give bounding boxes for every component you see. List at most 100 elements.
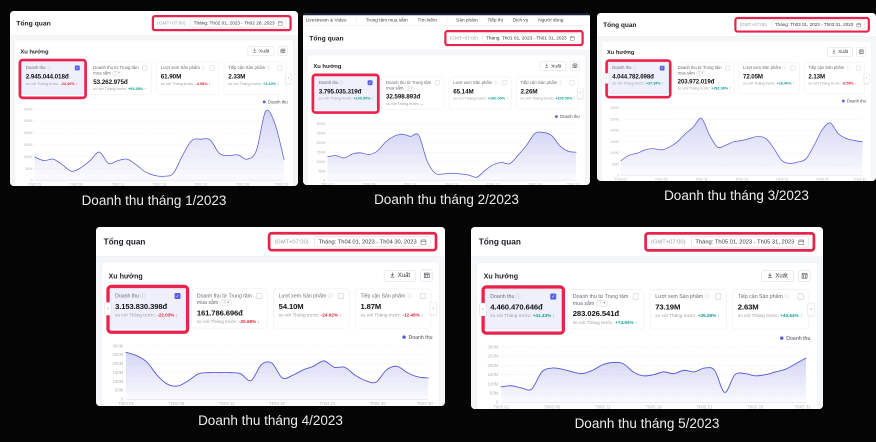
export-button[interactable]: Xuất (384, 269, 417, 282)
metric-card-trung-tam-mua-sam[interactable]: Doanh thu từ Trung tâm mua sắm ⓘ ▾ 53.26… (88, 61, 152, 95)
metric-checkbox[interactable] (338, 292, 345, 299)
delta-value: +35.28% ↑ (697, 312, 720, 319)
dropdown-pill-icon[interactable]: ⓘ ▾ (112, 70, 123, 77)
metric-card-tiep-can-san-pham[interactable]: Tiếp cận Sản phẩm ⓘ 2.13M so với Tháng t… (804, 62, 866, 95)
carousel-prev-button[interactable]: ‹ (479, 302, 487, 316)
chart-area: 300M 250M 200M 150M 100M 50M 0 Th05 01 Th05 06 Th… (484, 343, 811, 409)
info-icon: ⓘ (327, 292, 333, 299)
metric-card-tiep-can-san-pham[interactable]: Tiếp cận Sản phẩm ⓘ 2.26M so với Tháng t… (516, 76, 579, 110)
svg-text:150M: 150M (24, 143, 33, 147)
export-button[interactable]: Xuất (761, 270, 794, 282)
metric-checkbox[interactable] (659, 65, 665, 71)
header-strip (303, 13, 590, 16)
metric-checkbox[interactable] (632, 293, 639, 300)
panel-body: Xu hướng Xuất ‹ Doanh thu ⓘ (10, 35, 298, 186)
metric-checkbox[interactable] (715, 293, 722, 300)
date-range-picker[interactable]: Tháng: Th05 01, 2023 - Th05 31, 2023 (690, 236, 809, 248)
metric-checkbox[interactable] (550, 293, 557, 300)
metric-card-doanh-thu[interactable]: Doanh thu ⓘ 4.460.470.646đ so với Tháng … (481, 285, 566, 336)
delta-value: -20.68% ↓ (238, 318, 260, 325)
export-button[interactable]: Xuất (539, 61, 567, 71)
schedule-button[interactable] (277, 46, 288, 56)
metric-checkbox[interactable] (74, 65, 80, 71)
dropdown-pill-icon[interactable]: ⓘ ▾ (219, 299, 232, 307)
schedule-button[interactable] (420, 269, 433, 282)
metric-checkbox[interactable] (569, 80, 575, 86)
metric-card-luot-xem-san-pham[interactable]: Lượt xem Sản phẩm ⓘ 73.19M so với Tháng … (649, 289, 727, 330)
svg-text:50M: 50M (612, 162, 619, 166)
schedule-button[interactable] (856, 47, 866, 57)
metric-checkbox[interactable] (142, 65, 148, 71)
schedule-button[interactable] (569, 60, 580, 71)
svg-text:Th05 31: Th05 31 (795, 405, 811, 409)
metric-card-doanh-thu[interactable]: Doanh thu ⓘ 3.153.830.398đ so với Tháng … (106, 284, 190, 335)
export-button[interactable]: Xuất (247, 46, 275, 56)
download-icon (390, 272, 395, 279)
metric-cards-row: ‹ Doanh thu ⓘ 4.460.470.646đ so với Thán… (479, 285, 815, 336)
metric-card-doanh-thu[interactable]: Doanh thu ⓘ 4.044.782.698đ so với Tháng … (605, 59, 672, 99)
nav-item[interactable]: Sản phẩm (446, 17, 478, 23)
carousel-next-button[interactable]: › (863, 72, 870, 84)
carousel-prev-button[interactable]: ‹ (104, 302, 112, 316)
metric-checkbox[interactable] (367, 80, 373, 86)
carousel-next-button[interactable]: › (285, 72, 292, 84)
metric-checkbox[interactable] (434, 80, 440, 86)
metric-title: Lượt xem Sản phẩm (453, 80, 493, 86)
metric-card-trung-tam-mua-sam[interactable]: Doanh thu từ Trung tâm mua sắm ⓘ ▾ 203.9… (673, 62, 735, 95)
nav-item[interactable]: Dịch vụ (512, 17, 529, 23)
export-button[interactable]: Xuất (827, 47, 853, 57)
metric-card-luot-xem-san-pham[interactable]: Lượt xem Sản phẩm ⓘ 72.05M so với Tháng … (738, 62, 800, 95)
metric-card-luot-xem-san-pham[interactable]: Lượt xem Sản phẩm ⓘ 61.90M so với Tháng … (156, 61, 220, 95)
nav-item[interactable]: Livestream & Video (305, 17, 347, 23)
metric-card-luot-xem-san-pham[interactable]: Lượt xem Sản phẩm ⓘ 65.14M so với Tháng … (448, 76, 512, 110)
metric-checkbox[interactable] (725, 65, 730, 71)
metric-card-tiep-can-san-pham[interactable]: Tiếp cận Sản phẩm ⓘ 2.63M so với Tháng t… (732, 289, 810, 330)
metric-title: Lượt xem Sản phẩm (743, 65, 781, 71)
metric-card-trung-tam-mua-sam[interactable]: Doanh thu từ Trung tâm mua sắm ⓘ ▾ 283.0… (567, 289, 645, 330)
metric-title: Doanh thu từ Trung tâm mua sắm (93, 65, 139, 76)
schedule-button[interactable] (798, 269, 811, 282)
metric-card-tiep-can-san-pham[interactable]: Tiếp cận Sản phẩm ⓘ 1.87M so với Tháng t… (355, 288, 432, 329)
metric-checkbox[interactable] (855, 65, 861, 71)
metric-card-luot-xem-san-pham[interactable]: Lượt xem Sản phẩm ⓘ 54.10M so với Tháng … (273, 288, 350, 329)
dashboard-panel: Tổng quan (GMT+07:00) Tháng: Th04 01, 20… (96, 227, 445, 406)
metric-checkbox[interactable] (419, 292, 426, 299)
download-icon (832, 49, 836, 55)
metric-card-trung-tam-mua-sam[interactable]: Doanh thu từ Trung tâm mua sắm ⓘ ▾ 161.7… (191, 288, 268, 329)
delta-value: +100.00% ↑ (353, 95, 374, 101)
metric-card-doanh-thu[interactable]: Doanh thu ⓘ 3.795.035.319đ so với Tháng … (311, 73, 380, 115)
panel-caption: Doanh thu tháng 2/2023 (374, 192, 519, 207)
metric-checkbox[interactable] (502, 80, 508, 86)
carousel-next-button[interactable]: › (577, 87, 584, 99)
carousel-next-button[interactable]: › (807, 302, 815, 316)
date-range-picker[interactable]: Tháng: Th02 01, 2023 - Th02 28, 2023 (189, 18, 287, 28)
metric-checkbox[interactable] (209, 65, 215, 71)
metric-card-doanh-thu[interactable]: Doanh thu ⓘ 2.945.044.018đ so với Tháng … (18, 58, 87, 100)
metric-checkbox[interactable] (790, 65, 796, 71)
dropdown-pill-icon[interactable]: ⓘ ▾ (695, 70, 706, 77)
dropdown-pill-icon[interactable]: ⓘ ▾ (404, 85, 415, 91)
nav-item[interactable]: Tiếp thị (487, 17, 503, 23)
metric-title: Tiếp cận Sản phẩm (520, 80, 558, 86)
metric-checkbox[interactable] (256, 292, 263, 299)
panel-frame: Livestream & Video Trung tâm mua sắm Tìm k… (303, 13, 590, 185)
svg-text:150M: 150M (487, 372, 498, 377)
carousel-next-button[interactable]: › (429, 302, 437, 316)
nav-item[interactable]: Người dùng (538, 17, 564, 23)
carousel-prev-button[interactable]: ‹ (603, 72, 610, 84)
metric-checkbox[interactable] (277, 65, 283, 71)
panel-caption: Doanh thu tháng 1/2023 (81, 193, 227, 208)
calendar-icon (420, 239, 427, 245)
metric-value: 61.90M (160, 72, 182, 80)
dropdown-pill-icon[interactable]: ⓘ ▾ (595, 300, 609, 307)
metric-card-tiep-can-san-pham[interactable]: Tiếp cận Sản phẩm ⓘ 2.33M so với Tháng t… (223, 61, 287, 95)
metric-checkbox[interactable] (797, 293, 804, 300)
nav-item[interactable]: Tìm kiếm (417, 17, 437, 23)
date-range-picker[interactable]: Tháng: Th01 01, 2023 - Th01 31, 2023 (482, 33, 579, 43)
metric-checkbox[interactable] (174, 292, 181, 299)
metric-card-trung-tam-mua-sam[interactable]: Doanh thu từ Trung tâm mua sắm ⓘ ▾ 32.59… (381, 76, 445, 110)
date-range-picker[interactable]: Tháng: Th04 01, 2023 - Th04 30, 2023 (314, 236, 431, 248)
nav-item[interactable]: Trung tâm mua sắm (356, 17, 408, 23)
date-range-picker[interactable]: Tháng: Th03 01, 2023 - Th03 31, 2023 (771, 20, 865, 30)
